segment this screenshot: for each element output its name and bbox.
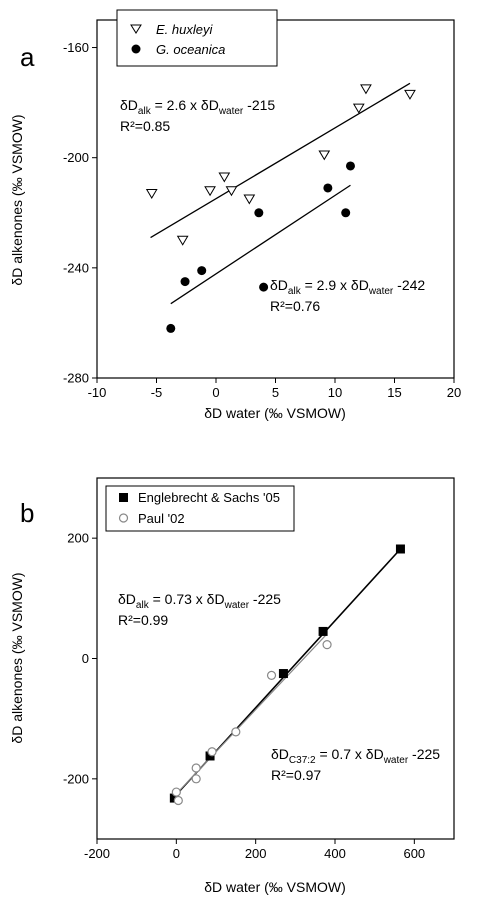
panel-b-y-tick-label: 0 xyxy=(82,651,89,666)
panel-a-data-points xyxy=(145,84,416,333)
panel-a-x-tick-label: -5 xyxy=(151,385,163,400)
panel-a-data-point-filled-circle xyxy=(180,277,190,287)
panel-a-fit-line-1 xyxy=(170,184,351,305)
panel-a-data-point-open-triangle-down xyxy=(218,172,231,183)
legend-open-triangle-marker xyxy=(130,24,142,34)
panel-a-fit-lines xyxy=(150,82,411,305)
panel-a-data-point-filled-circle xyxy=(345,161,355,171)
panel-a-label: a xyxy=(20,42,35,72)
panel-b-x-tick-label: 400 xyxy=(324,846,346,861)
panel-a-ticks: -10 -5 0 5 10 15 20 -160 -200 -240 -280 xyxy=(63,40,461,400)
r-squared-englebrecht-sachs: R²=0.99 xyxy=(118,612,168,628)
panel-a-x-tick-label: 15 xyxy=(387,385,401,400)
panel-a-y-axis-label: δD alkenones (‰ VSMOW) xyxy=(9,114,25,285)
legend-filled-square-marker xyxy=(119,493,128,502)
legend-filled-circle-marker xyxy=(131,44,141,54)
panel-a-legend: E. huxleyi G. oceanica xyxy=(116,9,278,67)
panel-a-data-point-open-triangle-down xyxy=(352,103,365,114)
panel-b-data-point-open-circle xyxy=(191,774,201,784)
panel-a-data-point-open-triangle-down xyxy=(404,89,416,100)
panel-a-data-point-open-triangle-down xyxy=(204,186,216,197)
panel-a-data-point-open-triangle-down xyxy=(243,194,256,205)
panel-a-y-tick-label: -160 xyxy=(63,40,89,55)
panel-b-data-point-open-circle xyxy=(171,787,181,797)
panel-b-legend: Englebrecht & Sachs '05 Paul '02 xyxy=(105,485,295,532)
panel-a-data-point-open-triangle-down xyxy=(176,235,189,246)
panel-a-y-tick-label: -240 xyxy=(63,260,89,275)
panel-a-data-point-filled-circle xyxy=(254,208,264,218)
panel-b-data-point-filled-square xyxy=(278,669,288,679)
panel-a-data-point-filled-circle xyxy=(197,266,207,276)
panel-a-legend-box xyxy=(116,9,278,67)
equation-paul: δDC37:2 = 0.7 x δDwater -225 xyxy=(271,746,440,766)
panel-a-data-point-filled-circle xyxy=(259,282,269,292)
panel-b-x-axis-label: δD water (‰ VSMOW) xyxy=(204,879,346,895)
panel-a-x-tick-label: 20 xyxy=(447,385,461,400)
r-squared-g-oceanica: R²=0.76 xyxy=(270,298,320,314)
panel-b-plot-frame xyxy=(96,477,455,840)
panel-a-data-point-open-triangle-down xyxy=(145,188,158,199)
panel-a-y-tick-label: -200 xyxy=(63,150,89,165)
panel-b-fit-line-1 xyxy=(175,633,328,795)
panel-b-data-point-open-circle xyxy=(173,795,183,806)
r-squared-e-huxleyi: R²=0.85 xyxy=(120,118,170,134)
panel-b-data-point-open-circle xyxy=(266,670,277,680)
panel-b-data-point-open-circle xyxy=(322,640,332,650)
panel-b-y-axis-label: δD alkenones (‰ VSMOW) xyxy=(9,572,25,743)
panel-b-legend-box xyxy=(105,485,295,532)
panel-b-data-point-open-circle xyxy=(191,763,201,773)
equation-g-oceanica: δDalk = 2.9 x δDwater -242 xyxy=(270,277,425,297)
equation-englebrecht-sachs: δDalk = 0.73 x δDwater -225 xyxy=(118,591,281,611)
panel-b-data-point-filled-square xyxy=(205,751,215,761)
panel-b-data-points xyxy=(169,544,405,806)
panel-a-plot-frame xyxy=(96,19,455,379)
legend-label-g-oceanica: G. oceanica xyxy=(156,42,225,57)
panel-a-y-tick-label: -280 xyxy=(63,371,89,386)
panel-a-x-tick-label: 0 xyxy=(212,385,219,400)
r-squared-paul: R²=0.97 xyxy=(271,767,321,783)
panel-b-data-point-filled-square xyxy=(318,626,328,636)
legend-open-circle-marker xyxy=(118,513,129,523)
panel-b-x-tick-label: 200 xyxy=(245,846,267,861)
panel-a-x-axis-label: δD water (‰ VSMOW) xyxy=(204,405,346,421)
panel-a-chart: a -10 -5 0 5 10 15 20 -160 -200 -240 -280 E. huxle… xyxy=(9,9,461,421)
panel-a-data-point-filled-circle xyxy=(166,323,176,333)
panel-a-data-point-filled-circle xyxy=(323,183,333,193)
panel-a-data-point-filled-circle xyxy=(341,208,351,218)
legend-label-e-huxleyi: E. huxleyi xyxy=(156,22,213,37)
panel-b-data-point-filled-square xyxy=(169,793,179,803)
panel-b-label: b xyxy=(20,498,34,528)
panel-b-x-tick-label: 0 xyxy=(173,846,180,861)
panel-b-y-tick-label: 200 xyxy=(67,531,89,546)
panel-a-data-point-open-triangle-down xyxy=(225,186,238,197)
legend-label-englebrecht-sachs: Englebrecht & Sachs '05 xyxy=(138,490,280,505)
panel-a-data-point-open-triangle-down xyxy=(318,150,331,161)
panel-b-y-tick-label: -200 xyxy=(63,771,89,786)
panel-b-data-point-open-circle xyxy=(231,727,241,737)
panel-b-x-tick-label: 600 xyxy=(403,846,425,861)
panel-b-chart: b -200 0 200 400 600 200 0 -200 Englebrecht & S… xyxy=(9,477,455,895)
panel-a-fit-line-0 xyxy=(150,82,411,239)
panel-b-ticks: -200 0 200 400 600 200 0 -200 xyxy=(63,531,425,861)
panel-a-x-tick-label: 5 xyxy=(272,385,279,400)
panel-b-x-tick-label: -200 xyxy=(84,846,110,861)
panel-a-data-point-open-triangle-down xyxy=(360,84,372,95)
panel-b-data-point-filled-square xyxy=(395,544,405,554)
panel-a-x-tick-label: 10 xyxy=(328,385,342,400)
panel-b-data-point-open-circle xyxy=(207,747,217,757)
equation-e-huxleyi: δDalk = 2.6 x δDwater -215 xyxy=(120,97,275,117)
legend-label-paul: Paul '02 xyxy=(138,511,185,526)
panel-a-x-tick-label: -10 xyxy=(88,385,107,400)
